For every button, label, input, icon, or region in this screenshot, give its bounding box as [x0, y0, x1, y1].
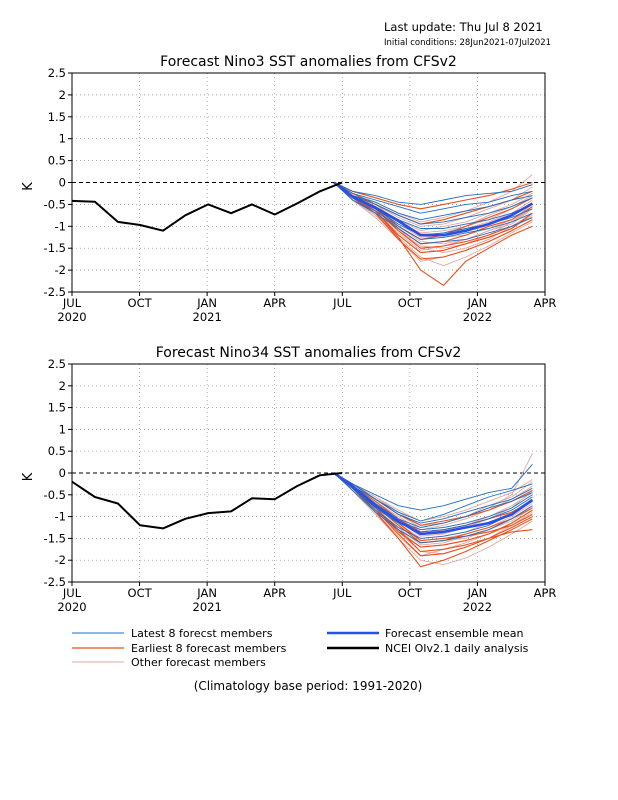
chart-title: Forecast Nino34 SST anomalies from CFSv2	[156, 345, 462, 361]
x-tick-label: JAN	[467, 586, 488, 600]
latest-member-line	[333, 472, 533, 544]
x-tick-label: JUL	[62, 586, 82, 600]
ensemble-mean-line	[333, 181, 534, 237]
nino3-chart: Forecast Nino3 SST anomalies from CFSv2 K…	[21, 54, 556, 324]
y-tick-label: 2	[59, 88, 66, 102]
x-tick-year-label: 2021	[193, 600, 222, 614]
y-tick-label: -1	[55, 219, 66, 233]
y-axis-label: K	[21, 182, 36, 191]
legend-other-label: Other forecast members	[131, 656, 266, 669]
y-tick-label: 0.5	[48, 154, 66, 168]
y-tick-label: 0	[59, 176, 66, 190]
x-tick-year-label: 2020	[57, 310, 86, 324]
other-member-line	[333, 472, 533, 566]
y-tick-label: -0.5	[44, 488, 66, 502]
x-tick-year-label: 2020	[57, 600, 86, 614]
y-tick-label: -1.5	[44, 531, 66, 545]
latest-member-line	[333, 182, 533, 221]
last-update-text: Last update: Thu Jul 8 2021	[384, 20, 543, 34]
latest-member-line	[333, 472, 533, 533]
latest-member-line	[333, 182, 533, 205]
y-tick-label: 1	[59, 132, 66, 146]
plot-frame	[71, 363, 546, 583]
plot-frame	[71, 72, 546, 293]
x-tick-year-label: 2022	[463, 600, 492, 614]
y-tick-label: -2.5	[44, 575, 66, 589]
x-tick-label: APR	[263, 586, 286, 600]
y-axis-label: K	[21, 472, 36, 481]
y-tick-label: 0.5	[48, 444, 66, 458]
x-tick-year-label: 2022	[463, 310, 492, 324]
x-tick-label: OCT	[128, 586, 153, 600]
latest-member-line	[333, 182, 533, 245]
x-tick-label: APR	[534, 586, 557, 600]
earliest-member-line	[333, 182, 533, 254]
analysis-line	[71, 472, 343, 530]
ensemble-mean-line	[333, 471, 534, 536]
x-tick-label: JUL	[332, 296, 352, 310]
y-tick-label: 2.5	[48, 66, 66, 80]
legend: Latest 8 forecst members Earliest 8 fore…	[72, 627, 529, 669]
analysis-line	[71, 181, 343, 232]
y-tick-label: 2	[59, 379, 66, 393]
latest-member-line	[333, 182, 533, 214]
x-tick-label: JUL	[62, 296, 82, 310]
latest-member-line	[333, 472, 533, 524]
legend-analysis-label: NCEI OIv2.1 daily analysis	[385, 642, 529, 655]
chart-title: Forecast Nino3 SST anomalies from CFSv2	[160, 54, 457, 70]
y-tick-label: 1	[59, 422, 66, 436]
legend-earliest-label: Earliest 8 forecast members	[131, 642, 287, 655]
x-tick-label: OCT	[398, 586, 423, 600]
other-member-line	[333, 174, 533, 223]
nino34-chart: Forecast Nino34 SST anomalies from CFSv2…	[21, 345, 556, 614]
initial-conditions-text: Initial conditions: 28Jun2021-07Jul2021	[384, 38, 551, 48]
y-tick-label: -2	[55, 553, 66, 567]
other-member-line	[333, 472, 533, 522]
y-tick-label: 1.5	[48, 110, 66, 124]
legend-latest-label: Latest 8 forecst members	[131, 627, 273, 640]
other-member-line	[333, 182, 533, 267]
latest-member-line	[333, 182, 533, 240]
legend-mean-label: Forecast ensemble mean	[385, 627, 524, 640]
y-tick-label: 1.5	[48, 401, 66, 415]
x-tick-label: APR	[263, 296, 286, 310]
y-tick-label: 2.5	[48, 357, 66, 371]
latest-member-line	[333, 472, 533, 522]
x-tick-label: JAN	[467, 296, 488, 310]
x-tick-label: OCT	[398, 296, 423, 310]
x-tick-label: OCT	[128, 296, 153, 310]
x-tick-label: JAN	[196, 296, 217, 310]
x-tick-label: JUL	[332, 586, 352, 600]
climatology-note: (Climatology base period: 1991-2020)	[194, 679, 423, 693]
y-tick-label: -2	[55, 263, 66, 277]
latest-member-line	[333, 464, 533, 511]
x-tick-year-label: 2021	[193, 310, 222, 324]
y-tick-label: 0	[59, 466, 66, 480]
x-tick-label: APR	[534, 296, 557, 310]
latest-member-line	[333, 182, 533, 225]
y-tick-label: -1	[55, 510, 66, 524]
y-tick-label: -1.5	[44, 241, 66, 255]
y-tick-label: -0.5	[44, 197, 66, 211]
x-tick-label: JAN	[196, 586, 217, 600]
y-tick-label: -2.5	[44, 285, 66, 299]
